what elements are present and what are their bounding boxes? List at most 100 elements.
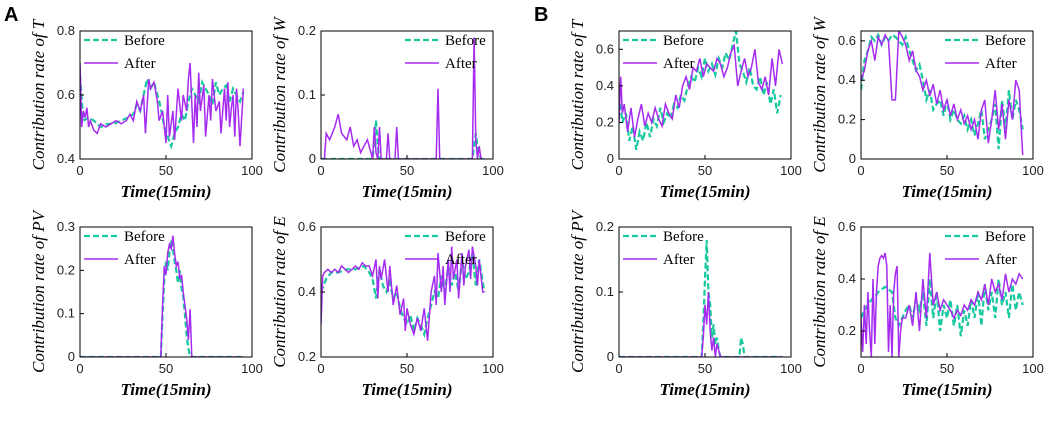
x-tick-label: 50 <box>400 361 414 376</box>
legend-label-after: After <box>445 252 477 268</box>
legend: Before After <box>945 33 1026 72</box>
series-line-before <box>80 74 245 150</box>
y-tick-label: 0.2 <box>838 112 856 127</box>
y-tick-label: 0.4 <box>596 78 614 93</box>
x-tick-label: 100 <box>482 361 504 376</box>
x-tick-label: 0 <box>857 361 864 376</box>
y-axis-label: Contribution rate of E <box>270 216 289 368</box>
y-tick-label: 0.6 <box>838 33 856 48</box>
y-tick-label: 0.2 <box>596 114 614 129</box>
x-tick-label: 0 <box>317 361 324 376</box>
y-tick-label: 0.4 <box>57 151 75 166</box>
series-line-after <box>80 235 244 357</box>
series-line-after <box>321 37 485 159</box>
legend: Before After <box>945 229 1026 268</box>
y-tick-label: 0.4 <box>298 284 316 299</box>
y-tick-label: 0.6 <box>838 219 856 234</box>
y-tick-label: 0.1 <box>57 306 75 321</box>
legend-label-after: After <box>985 56 1017 72</box>
y-axis-label: Contribution rate of E <box>810 216 829 368</box>
y-tick-label: 0.2 <box>298 23 316 38</box>
legend-label-after: After <box>124 56 156 72</box>
series-line-before <box>861 32 1024 150</box>
x-tick-label: 100 <box>1022 163 1044 178</box>
series-line-before <box>321 120 485 159</box>
chart-4: 0 50 100 0 0.2 0.4 0.6 Time(15min) Contribution … <box>568 18 802 201</box>
legend-label-after: After <box>985 252 1017 268</box>
charts-container: 0 50 100 0.4 0.6 0.8 Time(15min) Contribution r… <box>29 15 1044 399</box>
axes-box <box>79 226 253 358</box>
y-tick-label: 0.6 <box>298 219 316 234</box>
legend: Before After <box>405 229 486 268</box>
panel-letter-a: A <box>4 4 18 26</box>
x-tick-label: 0 <box>857 163 864 178</box>
x-axis-label: Time(15min) <box>660 380 751 399</box>
series-line-after <box>619 291 783 357</box>
chart-2: 0 50 100 0 0.1 0.2 0.3 Time(15min) Contribution … <box>29 208 263 399</box>
axes-box <box>860 30 1034 160</box>
x-axis-label: Time(15min) <box>902 380 993 399</box>
legend: Before After <box>405 33 486 72</box>
series-line-before <box>80 239 244 357</box>
axes-box <box>320 226 494 358</box>
x-tick-label: 100 <box>241 361 263 376</box>
series-line-after <box>861 252 1024 357</box>
x-tick-label: 50 <box>159 163 173 178</box>
y-tick-label: 0.2 <box>838 323 856 338</box>
y-tick-label: 0.1 <box>596 284 614 299</box>
series-line-after <box>80 62 245 147</box>
axes-box <box>618 30 792 160</box>
series-line-after <box>321 246 485 341</box>
x-tick-label: 100 <box>780 361 802 376</box>
y-tick-label: 0.2 <box>57 262 75 277</box>
y-axis-label: Contribution rate of PV <box>568 208 587 373</box>
series-line-before <box>619 31 782 151</box>
x-axis-label: Time(15min) <box>902 182 993 201</box>
legend-label-before: Before <box>124 229 165 245</box>
legend: Before After <box>623 33 704 72</box>
legend-label-before: Before <box>663 229 704 245</box>
y-axis-label: Contribution rate of PV <box>29 208 48 373</box>
legend-label-before: Before <box>985 229 1026 245</box>
y-tick-label: 0.6 <box>596 41 614 56</box>
x-tick-label: 50 <box>159 361 173 376</box>
y-tick-label: 0.4 <box>838 72 856 87</box>
y-tick-label: 0.6 <box>57 87 75 102</box>
legend-label-after: After <box>663 56 695 72</box>
legend-label-before: Before <box>445 33 486 49</box>
chart-7: 0 50 100 0.2 0.4 0.6 Time(15min) Contribution r… <box>810 216 1044 399</box>
y-axis-label: Contribution rate of W <box>810 15 829 172</box>
legend: Before After <box>84 229 165 268</box>
y-tick-label: 0 <box>849 151 856 166</box>
y-axis-label: Contribution rate of T <box>568 18 587 170</box>
y-tick-label: 0.8 <box>57 23 75 38</box>
panel-letter-b: B <box>534 4 548 26</box>
y-axis-label: Contribution rate of T <box>29 18 48 170</box>
y-tick-label: 0.1 <box>298 87 316 102</box>
x-tick-label: 0 <box>615 163 622 178</box>
x-tick-label: 50 <box>698 361 712 376</box>
legend-label-after: After <box>663 252 695 268</box>
x-tick-label: 50 <box>940 361 954 376</box>
x-axis-label: Time(15min) <box>362 182 453 201</box>
y-tick-label: 0.3 <box>57 219 75 234</box>
chart-0: 0 50 100 0.4 0.6 0.8 Time(15min) Contribution r… <box>29 18 263 201</box>
legend-label-before: Before <box>124 33 165 49</box>
x-tick-label: 0 <box>76 361 83 376</box>
legend-label-before: Before <box>985 33 1026 49</box>
chart-3: 0 50 100 0.2 0.4 0.6 Time(15min) Contribution r… <box>270 216 504 399</box>
y-tick-label: 0 <box>607 151 614 166</box>
y-tick-label: 0 <box>607 349 614 364</box>
legend-label-before: Before <box>663 33 704 49</box>
x-axis-label: Time(15min) <box>362 380 453 399</box>
x-tick-label: 100 <box>780 163 802 178</box>
legend: Before After <box>84 33 165 72</box>
chart-6: 0 50 100 0 0.1 0.2 Time(15min) Contribution rat… <box>568 208 802 399</box>
legend-label-before: Before <box>445 229 486 245</box>
x-tick-label: 100 <box>482 163 504 178</box>
y-tick-label: 0.2 <box>596 219 614 234</box>
chart-5: 0 50 100 0 0.2 0.4 0.6 Time(15min) Contribution … <box>810 15 1044 201</box>
y-tick-label: 0 <box>68 349 75 364</box>
x-tick-label: 0 <box>76 163 83 178</box>
